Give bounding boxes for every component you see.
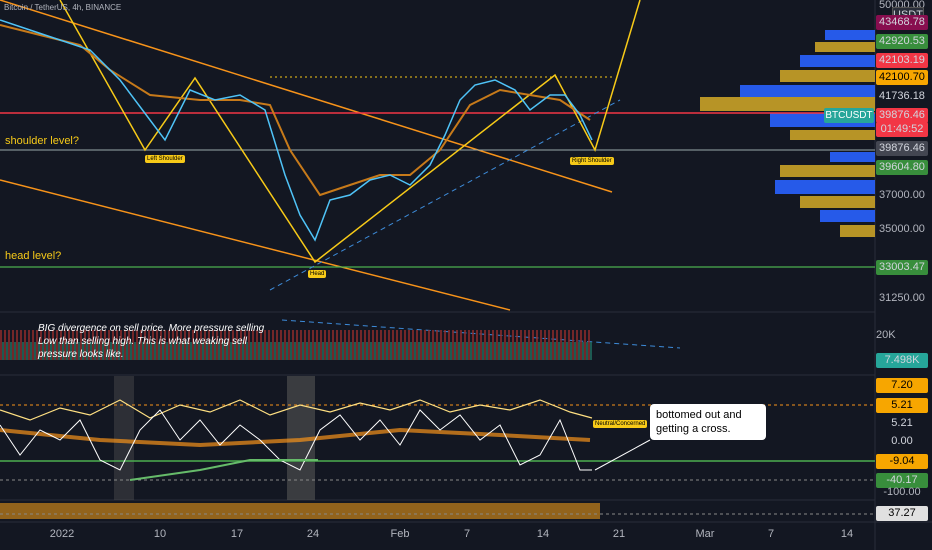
axis-label: 42103.19: [876, 53, 928, 68]
symbol-title: Bitcoin / TetherUS, 4h, BINANCE: [4, 3, 122, 12]
axis-label: 33003.47: [876, 260, 928, 275]
axis-label: 42100.70: [876, 70, 928, 85]
time-label: 14: [840, 528, 854, 540]
axis-label: 20K: [876, 329, 896, 341]
callout-line: getting a cross.: [656, 423, 731, 435]
time-label: 2022: [49, 528, 75, 540]
axis-label: 39604.80: [876, 160, 928, 175]
axis-label: -40.17: [876, 473, 928, 488]
callout-pointer: [594, 439, 651, 471]
callout: bottomed out and getting a cross.: [650, 404, 766, 440]
strip: [0, 503, 600, 519]
time-label: 21: [612, 528, 626, 540]
axis-label: -9.04: [876, 454, 928, 469]
axis-label: 37000.00: [879, 189, 925, 201]
time-label: 14: [536, 528, 550, 540]
note-line: Low than selling high. This is what weak…: [38, 336, 247, 347]
axis-label: 39876.46: [876, 108, 928, 123]
price-line: [0, 19, 593, 242]
callout-line: bottomed out and: [656, 409, 742, 421]
axis-label: 7.20: [876, 378, 928, 393]
time-label: Feb: [390, 528, 410, 540]
time-label: 7: [767, 528, 775, 540]
status-tag: Neutral/Concerned: [593, 420, 648, 428]
div-line: [129, 459, 318, 481]
note-line: BIG divergence on sell price. More press…: [38, 323, 265, 334]
divergence-note: BIG divergence on sell price. More press…: [38, 322, 264, 361]
annotation: shoulder level?: [5, 135, 79, 147]
axis-label: 39876.46: [876, 141, 928, 156]
osc-line: [0, 409, 592, 471]
symbol-tag: BTCUSDT: [824, 108, 874, 123]
time-label: Mar: [695, 528, 715, 540]
axis-label: 41736.18: [879, 90, 925, 102]
note-line: pressure looks like.: [38, 349, 124, 360]
axis-label: 7.498K: [876, 353, 928, 368]
highlight: [114, 376, 134, 500]
volume-bars: [0, 318, 592, 375]
pattern-tag: Left Shoulder: [145, 155, 185, 163]
pattern-line: [59, 0, 641, 264]
time-label: 24: [306, 528, 320, 540]
annotation: head level?: [5, 250, 62, 262]
axis-label: 0.00: [891, 435, 913, 447]
axis-label: 35000.00: [879, 223, 925, 235]
pattern-tag: Head: [308, 270, 327, 278]
axis-label: 43468.78: [876, 15, 928, 30]
time-label: 7: [463, 528, 471, 540]
volume-profile: [700, 30, 875, 237]
axis-label: 5.21: [891, 417, 913, 429]
time-label: 10: [153, 528, 167, 540]
osc-line: [0, 399, 593, 421]
channel-line: [0, 179, 511, 311]
time-label: 17: [230, 528, 244, 540]
axis-label: 42920.53: [876, 34, 928, 49]
axis-label: 5.21: [876, 398, 928, 413]
countdown: 01:49:52: [876, 122, 928, 137]
trend-line: [269, 99, 621, 291]
pattern-tag: Right Shoulder: [570, 157, 614, 165]
axis-label: 37.27: [876, 506, 928, 521]
axis-label: 31250.00: [879, 292, 925, 304]
axis-label: 50000.00: [879, 0, 925, 11]
osc-band: [0, 427, 591, 448]
axis-label: -100.00: [883, 486, 921, 498]
